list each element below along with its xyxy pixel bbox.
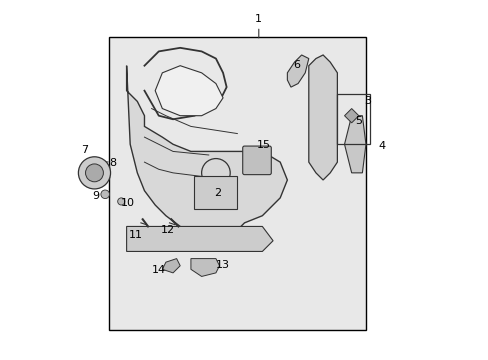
Text: 13: 13	[216, 260, 229, 270]
Text: 14: 14	[151, 265, 165, 275]
Polygon shape	[344, 116, 365, 173]
Polygon shape	[308, 55, 337, 180]
Polygon shape	[287, 55, 308, 87]
Bar	[108, 37, 365, 330]
Polygon shape	[126, 226, 272, 251]
Text: 11: 11	[128, 230, 142, 240]
Text: 12: 12	[160, 225, 174, 235]
Text: 1: 1	[255, 14, 262, 24]
Text: 15: 15	[257, 140, 270, 150]
Bar	[194, 176, 237, 208]
Text: 6: 6	[292, 60, 299, 70]
Text: 9: 9	[92, 191, 99, 201]
Text: 7: 7	[81, 145, 88, 155]
Polygon shape	[190, 258, 219, 276]
Text: 3: 3	[364, 96, 370, 107]
Polygon shape	[344, 109, 358, 123]
Polygon shape	[155, 66, 223, 116]
Text: 8: 8	[108, 158, 116, 168]
Text: 2: 2	[214, 188, 221, 198]
Circle shape	[101, 190, 109, 199]
Polygon shape	[126, 66, 287, 237]
Text: 4: 4	[378, 141, 385, 151]
Circle shape	[78, 157, 110, 189]
Circle shape	[85, 164, 103, 182]
Polygon shape	[162, 258, 180, 273]
Text: 5: 5	[355, 116, 362, 126]
Circle shape	[118, 198, 124, 205]
Text: 10: 10	[121, 198, 135, 208]
Bar	[337, 94, 369, 144]
FancyBboxPatch shape	[242, 146, 271, 175]
